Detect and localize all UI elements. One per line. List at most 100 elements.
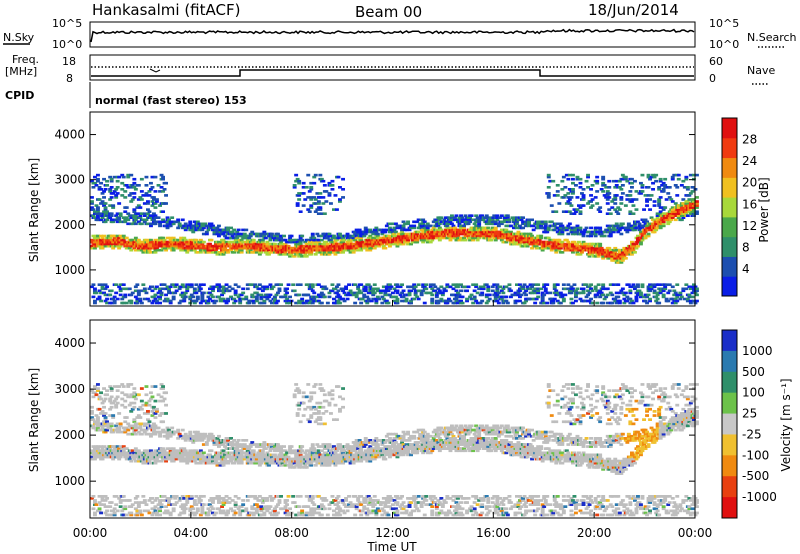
power-cell [516, 293, 521, 297]
power-cell [515, 216, 519, 219]
power-cell [289, 253, 294, 256]
power-cell [123, 196, 128, 199]
power-cell [161, 175, 165, 179]
power-cell [670, 214, 675, 217]
power-cell [578, 206, 583, 209]
power-cell [129, 240, 134, 244]
power-cell [135, 299, 140, 303]
beam-title: Beam 00 [355, 3, 422, 21]
power-cell [552, 224, 557, 228]
power-cell [221, 285, 226, 289]
power-cell [431, 283, 436, 286]
power-cell [643, 194, 648, 197]
power-cell [560, 232, 565, 236]
velocity-cell [141, 495, 146, 498]
power-cell [460, 301, 465, 305]
power-cell [297, 299, 302, 303]
velocity-cell [114, 424, 119, 428]
power-cell [342, 238, 347, 242]
power-cell [639, 230, 643, 234]
power-cell [153, 287, 158, 291]
power-cell [251, 238, 256, 242]
power-cell [336, 234, 341, 238]
power-cell [454, 238, 459, 242]
power-cell [158, 297, 162, 301]
velocity-cell [135, 416, 140, 419]
power-cell [241, 228, 246, 232]
power-cell [211, 224, 215, 228]
power-cell [504, 224, 509, 228]
power-cell [567, 210, 572, 213]
power-cell [563, 248, 568, 252]
power-cell [90, 200, 94, 203]
power-cell [286, 299, 291, 303]
power-cell [183, 291, 188, 295]
power-cell [651, 173, 655, 177]
power-cell [262, 242, 267, 246]
power-cell [572, 240, 577, 244]
power-cell [232, 301, 237, 305]
power-cell [401, 224, 406, 228]
power-cell [109, 196, 114, 199]
power-cell [605, 194, 610, 197]
power-cell [623, 257, 628, 260]
power-cell [667, 212, 672, 215]
power-cell [442, 236, 447, 240]
power-cell [692, 283, 696, 286]
power-cell [257, 287, 262, 291]
velocity-cell [114, 405, 119, 409]
power-cell [398, 293, 403, 297]
power-cell [505, 230, 510, 234]
power-cell [138, 214, 143, 217]
power-cell [637, 228, 642, 232]
power-cell [388, 222, 392, 226]
power-cell [505, 301, 510, 305]
power-cell [595, 179, 600, 183]
power-cell [507, 218, 512, 222]
power-cell [121, 238, 126, 242]
power-cell [540, 295, 545, 299]
power-cell [666, 291, 671, 295]
power-cell [586, 293, 590, 297]
velocity-cell [135, 495, 140, 498]
power-cell [189, 242, 194, 246]
power-cell [229, 236, 233, 240]
power-cell [310, 232, 315, 236]
power-cell [495, 287, 500, 291]
power-cell [108, 236, 113, 240]
power-cell [401, 242, 406, 246]
power-cell [654, 173, 659, 177]
power-cell [391, 295, 395, 299]
power-cell [168, 299, 173, 303]
power-cell [468, 295, 472, 299]
velocity-cell [96, 445, 100, 448]
power-cell [646, 293, 651, 297]
power-cell [521, 226, 525, 230]
power-cell [111, 242, 116, 246]
power-cell [204, 232, 209, 236]
power-cell [129, 299, 134, 303]
power-cell [459, 232, 463, 236]
power-cell [623, 204, 628, 207]
power-cell [439, 216, 444, 219]
power-cell [456, 291, 460, 295]
power-cell [518, 242, 522, 246]
power-cell [242, 236, 247, 240]
power-cell [381, 228, 386, 232]
power-cell [463, 238, 468, 242]
power-cell [695, 289, 699, 293]
power-cell [690, 291, 695, 295]
power-cell [643, 230, 648, 234]
power-cell [315, 295, 320, 299]
power-cell [111, 204, 116, 207]
power-cell [507, 232, 512, 236]
power-cell [407, 228, 412, 232]
velocity-cell [111, 414, 116, 417]
power-cell [132, 220, 137, 224]
power-cell [200, 295, 205, 299]
velocity-cell [114, 428, 119, 432]
power-cell [339, 234, 344, 238]
velocity-cell [133, 501, 138, 504]
power-cell [303, 198, 308, 201]
power-cell [327, 253, 332, 256]
